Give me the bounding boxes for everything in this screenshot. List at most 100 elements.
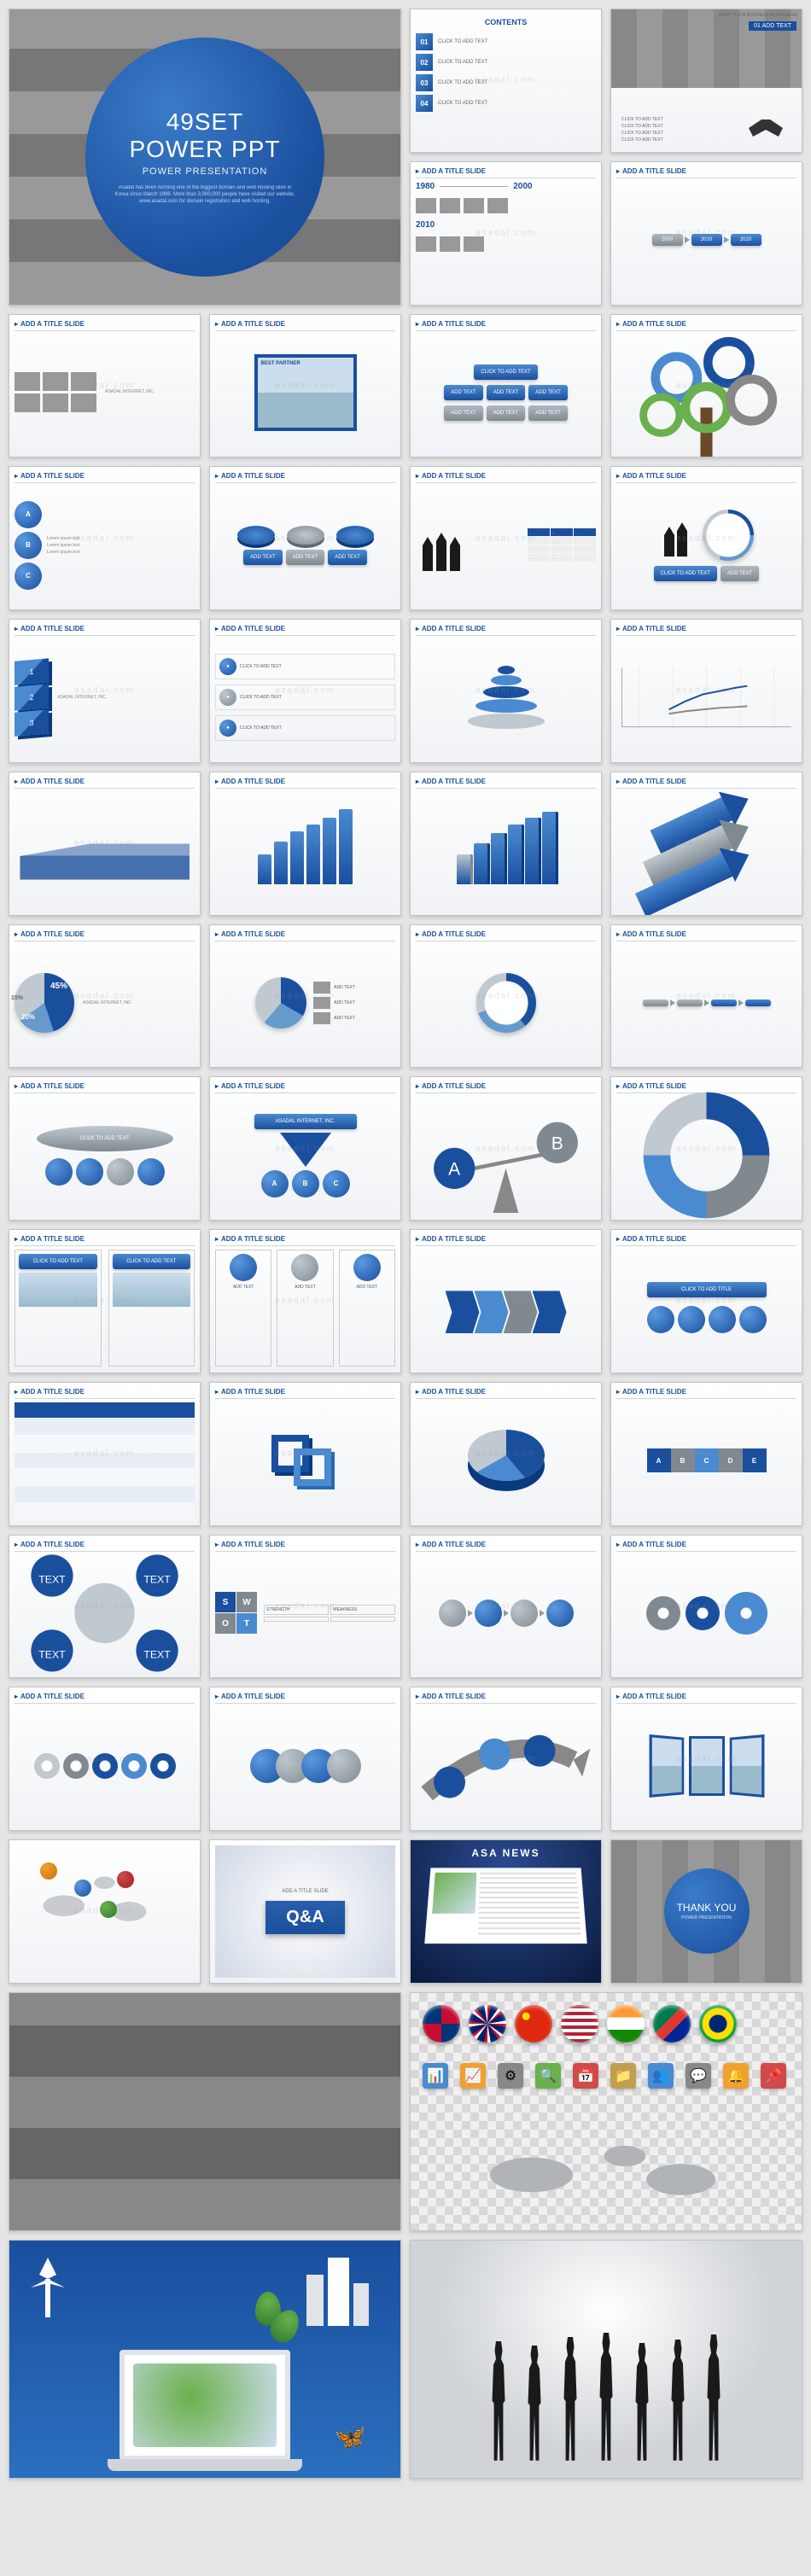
balance-body: A B xyxy=(416,1097,596,1214)
qa-label: Q&A xyxy=(265,1901,344,1934)
swot-body: S W O T STRENGTH WEAKNESS xyxy=(215,1555,395,1672)
person-silhouette xyxy=(629,2343,655,2461)
svg-text:TEXT: TEXT xyxy=(143,1649,171,1661)
slide-title: ADD A TITLE SLIDE xyxy=(215,1541,395,1552)
asset-silhouettes xyxy=(410,2240,802,2479)
ellipse-body: CLICK TO ADD TEXT xyxy=(15,1097,195,1214)
photo-grid-body: ASADAL INTERNET, INC. xyxy=(15,335,195,452)
person-silhouette xyxy=(701,2334,726,2461)
contents-list: 01CLICK TO ADD TEXT 02CLICK TO ADD TEXT … xyxy=(416,33,596,112)
contents-item: 01CLICK TO ADD TEXT xyxy=(416,33,596,50)
slide-ellipse-spheres: ADD A TITLE SLIDE CLICK TO ADD TEXT asad… xyxy=(9,1076,201,1221)
slide-title: ADD A TITLE SLIDE xyxy=(416,1388,596,1399)
slide-pie-percent: ADD A TITLE SLIDE 45% 20% 15% ASADAL INT… xyxy=(9,924,201,1069)
pie-legend-body: ADD TEXT ADD TEXT ADD TEXT xyxy=(215,945,395,1062)
slide-swot: ADD A TITLE SLIDE S W O T STRENGTH WEAKN… xyxy=(209,1535,401,1679)
slide-title: ADD A TITLE SLIDE xyxy=(416,625,596,636)
people-table-body: --- --- --- --- xyxy=(416,487,596,603)
windmill-icon xyxy=(26,2258,69,2322)
slide-title: ADD A TITLE SLIDE xyxy=(416,1541,596,1552)
slide-title: ADD A TITLE SLIDE xyxy=(15,625,195,636)
buildings-icon xyxy=(298,2249,375,2330)
thanks-circle: THANK YOU POWER PRESENTATION xyxy=(664,1868,750,1954)
slide-title: ADD A TITLE SLIDE xyxy=(215,320,395,331)
slide-people-table: ADD A TITLE SLIDE --- --- --- --- asadal… xyxy=(410,466,602,610)
framed-image-body: BEST PARTNER xyxy=(215,335,395,452)
hero-desc: Asadal has been running one of the bigge… xyxy=(111,185,299,205)
flag-uk xyxy=(469,2005,506,2043)
panels-body xyxy=(616,1707,796,1824)
person-silhouette xyxy=(557,2337,583,2461)
slide-area-chart: ADD A TITLE SLIDE asadal.com xyxy=(9,772,201,916)
funnel-body: ASADAL INTERNET, INC. ABC xyxy=(215,1097,395,1214)
gears-body xyxy=(616,1555,796,1672)
handshake-icon xyxy=(740,94,791,145)
flow-body xyxy=(416,1555,596,1672)
slide-click-title-spheres: ADD A TITLE SLIDE CLICK TO ADD TITLE asa… xyxy=(610,1229,802,1373)
contents-item: 04CLICK TO ADD TEXT xyxy=(416,95,596,112)
slide-two-columns: ADD A TITLE SLIDE CLICK TO ADD TEXT CLIC… xyxy=(9,1229,201,1373)
slide-title: ADD A TITLE SLIDE xyxy=(215,778,395,789)
flag-brazil xyxy=(699,2005,737,2043)
pie3d-body xyxy=(416,1402,596,1519)
slide-title: ADD A TITLE SLIDE xyxy=(15,1693,195,1704)
cycle-body xyxy=(616,1097,796,1214)
tree-body xyxy=(616,335,796,452)
puzzle-body: A B C D E xyxy=(616,1402,796,1519)
slide-title: ADD A TITLE SLIDE xyxy=(416,930,596,941)
slide-title: ADD A TITLE SLIDE xyxy=(416,167,596,178)
slide-big-arrows: ADD A TITLE SLIDE asadal.com xyxy=(610,772,802,916)
slide-3d-pie-thick: ADD A TITLE SLIDE asadal.com xyxy=(410,1382,602,1526)
balance-icon: A B xyxy=(416,1098,596,1214)
flag-korea xyxy=(423,2005,460,2043)
slide-flow-spheres: ADD A TITLE SLIDE asadal.com xyxy=(410,1535,602,1679)
spheres-body: CLICK TO ADD TITLE xyxy=(616,1250,796,1367)
svg-text:A: A xyxy=(448,1159,461,1179)
slide-timeline-2000: ADD A TITLE SLIDE 2000 2010 2020 asadal.… xyxy=(610,161,802,306)
slide-title: ADD A TITLE SLIDE xyxy=(15,1388,195,1399)
hero-circle: 49SET POWER PPT POWER PRESENTATION Asada… xyxy=(85,38,324,277)
bars3d-body xyxy=(416,792,596,909)
chevrons-body xyxy=(416,1250,596,1367)
hub-icon: TEXT TEXT TEXT TEXT xyxy=(15,1538,195,1678)
slide-chevrons: ADD A TITLE SLIDE asadal.com xyxy=(410,1229,602,1373)
slide-data-table: ADD A TITLE SLIDE asadal.com xyxy=(9,1382,201,1526)
slide-title: ADD A TITLE SLIDE xyxy=(215,625,395,636)
slide-contents: CONTENTS 01CLICK TO ADD TEXT 02CLICK TO … xyxy=(410,9,602,153)
mini-icon: ⚙ xyxy=(498,2063,523,2089)
cycle-icon xyxy=(616,1076,796,1221)
slide-title: ADD A TITLE SLIDE xyxy=(15,1235,195,1246)
slide-timeline-1980: ADD A TITLE SLIDE 1980 2000 2010 asadal.… xyxy=(410,161,602,306)
intro-heading: START YOUR BUSINESS WITH ASADAL xyxy=(719,13,798,18)
slide-title: ADD A TITLE SLIDE xyxy=(15,930,195,941)
org-body: CLICK TO ADD TEXT ADD TEXTADD TEXTADD TE… xyxy=(416,335,596,452)
slide-world-map-spheres: asadal.com xyxy=(9,1839,201,1984)
asset-panels: 📊📈⚙🔍📅📁👥💬🔔📌 🦋 xyxy=(9,1992,802,2479)
slide-puzzle: ADD A TITLE SLIDE A B C D E asadal.com xyxy=(610,1382,802,1526)
curve-icon xyxy=(416,1715,596,1816)
slide-3d-squares: ADD A TITLE SLIDE asadal.com xyxy=(209,1382,401,1526)
slide-info-rows: ADD A TITLE SLIDE ●CLICK TO ADD TEXT ●CL… xyxy=(209,619,401,763)
worldmap-body xyxy=(15,1845,195,1978)
slide-title: ADD A TITLE SLIDE xyxy=(15,320,195,331)
slide-title: ADD A TITLE SLIDE xyxy=(215,1082,395,1093)
slide-title: ADD A TITLE SLIDE xyxy=(616,1235,796,1246)
slide-title: ADD A TITLE SLIDE xyxy=(616,778,796,789)
slide-best-partner: ADD A TITLE SLIDE BEST PARTNER asadal.co… xyxy=(209,314,401,458)
ring-body: CLICK TO ADD TEXTADD TEXT xyxy=(616,487,796,603)
slide-title: ADD A TITLE SLIDE xyxy=(416,320,596,331)
slide-funnel-arrow: ADD A TITLE SLIDE ASADAL INTERNET, INC. … xyxy=(209,1076,401,1221)
slide-title: ADD A TITLE SLIDE xyxy=(616,167,796,178)
slide-balance: ADD A TITLE SLIDE A B asadal.com xyxy=(410,1076,602,1221)
hero-subtitle: POWER PRESENTATION xyxy=(143,166,268,177)
bar-chart-body xyxy=(215,792,395,909)
slide-title: ADD A TITLE SLIDE xyxy=(416,1693,596,1704)
table-body xyxy=(15,1402,195,1519)
slide-hub-spoke: ADD A TITLE SLIDE TEXT TEXT TEXT TEXT as… xyxy=(9,1535,201,1679)
world-map-gray xyxy=(419,2128,793,2222)
slide-3d-discs: ADD A TITLE SLIDE ADD TEXTADD TEXTADD TE… xyxy=(209,466,401,610)
slide-segmented-ring: ADD A TITLE SLIDE CLICK TO ADD TEXTADD T… xyxy=(610,466,802,610)
slide-photo-grid: ADD A TITLE SLIDE ASADAL INTERNET, INC. … xyxy=(9,314,201,458)
news-title: ASA NEWS xyxy=(411,1840,601,1866)
slide-3d-bars: ADD A TITLE SLIDE asadal.com xyxy=(410,772,602,916)
